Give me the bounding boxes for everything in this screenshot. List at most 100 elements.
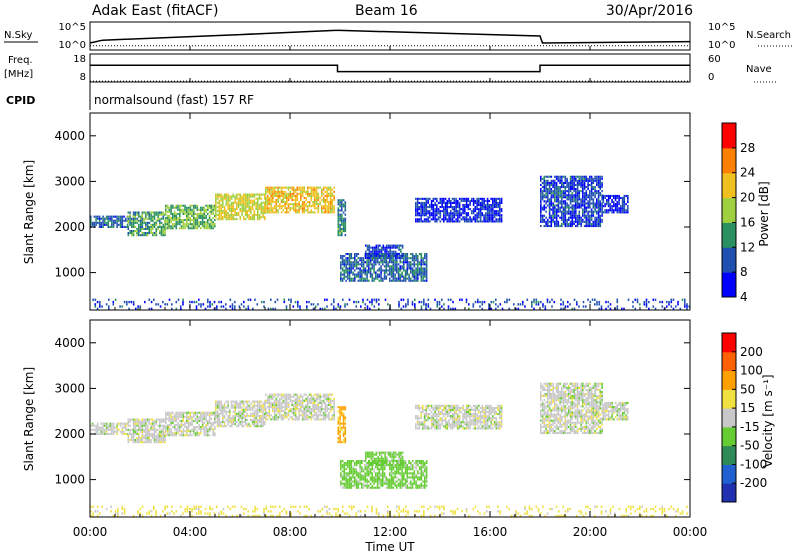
heatmap-cell bbox=[571, 206, 574, 209]
heatmap-cell bbox=[420, 257, 423, 260]
heatmap-cell bbox=[493, 220, 496, 223]
heatmap-cell bbox=[444, 210, 447, 213]
heatmap-cell bbox=[175, 212, 178, 215]
heatmap-cell bbox=[127, 432, 130, 435]
heatmap-cell bbox=[328, 207, 330, 210]
heatmap-cell bbox=[328, 186, 330, 189]
heatmap-cell bbox=[561, 210, 563, 213]
heatmap-cell bbox=[599, 188, 602, 191]
heatmap-cell bbox=[378, 275, 381, 278]
heatmap-cell bbox=[422, 201, 424, 204]
heatmap-cell bbox=[598, 307, 601, 310]
heatmap-cell bbox=[341, 207, 343, 210]
heatmap-cell bbox=[403, 267, 405, 270]
heatmap-cell bbox=[177, 428, 179, 431]
heatmap-cell bbox=[152, 420, 154, 423]
heatmap-cell bbox=[182, 424, 185, 427]
heatmap-cell bbox=[141, 418, 144, 421]
heatmap-cell bbox=[280, 205, 283, 208]
heatmap-cell bbox=[198, 214, 200, 217]
heatmap-cell bbox=[372, 246, 374, 249]
heatmap-cell bbox=[616, 211, 619, 214]
heatmap-cell bbox=[172, 426, 174, 429]
heatmap-cell bbox=[670, 300, 673, 304]
heatmap-cell bbox=[580, 220, 582, 223]
heatmap-cell bbox=[251, 400, 254, 403]
heatmap-cell bbox=[422, 259, 424, 262]
heatmap-cell bbox=[160, 441, 163, 444]
heatmap-cell bbox=[266, 211, 269, 214]
heatmap-cell bbox=[432, 197, 435, 200]
heatmap-cell bbox=[257, 205, 259, 208]
heatmap-cell bbox=[279, 207, 281, 210]
heatmap-cell bbox=[345, 275, 347, 278]
heatmap-cell bbox=[230, 216, 233, 219]
heatmap-cell bbox=[583, 214, 586, 217]
heatmap-cell bbox=[443, 197, 445, 200]
heatmap-cell bbox=[573, 206, 575, 209]
heatmap-cell bbox=[444, 214, 447, 217]
heatmap-cell bbox=[180, 415, 183, 418]
heatmap-cell bbox=[272, 186, 274, 189]
heatmap-cell bbox=[315, 199, 318, 202]
heatmap-cell bbox=[594, 190, 596, 193]
heatmap-cell bbox=[99, 305, 101, 308]
heatmap-cell bbox=[102, 223, 104, 226]
heatmap-cell bbox=[100, 223, 103, 226]
heatmap-cell bbox=[177, 219, 179, 222]
heatmap-cell bbox=[134, 420, 137, 423]
heatmap-cell bbox=[321, 188, 323, 191]
heatmap-cell bbox=[143, 234, 145, 237]
heatmap-cell bbox=[371, 259, 374, 262]
heatmap-cell bbox=[333, 298, 335, 301]
heatmap-cell bbox=[380, 250, 383, 253]
heatmap-cell bbox=[229, 410, 231, 413]
heatmap-cell bbox=[139, 221, 142, 224]
heatmap-cell bbox=[444, 204, 447, 207]
heatmap-cell bbox=[152, 437, 154, 440]
heatmap-cell bbox=[557, 204, 560, 207]
heatmap-cell bbox=[216, 410, 219, 413]
heatmap-cell bbox=[355, 255, 358, 258]
heatmap-cell bbox=[583, 179, 586, 182]
heatmap-cell bbox=[132, 422, 135, 425]
heatmap-cell bbox=[249, 298, 252, 301]
heatmap-cell bbox=[170, 204, 172, 207]
heatmap-cell bbox=[307, 403, 309, 406]
heatmap-cell bbox=[540, 216, 542, 219]
heatmap-cell bbox=[92, 298, 94, 301]
heatmap-cell bbox=[418, 201, 421, 204]
heatmap-cell bbox=[319, 418, 321, 421]
heatmap-cell bbox=[265, 201, 267, 204]
heatmap-cell bbox=[207, 204, 209, 207]
heatmap-cell bbox=[497, 204, 499, 207]
heatmap-cell bbox=[230, 203, 233, 206]
heatmap-cell bbox=[448, 201, 450, 204]
heatmap-cell bbox=[575, 175, 577, 178]
heatmap-cell bbox=[582, 192, 584, 195]
heatmap-cell bbox=[205, 413, 207, 416]
heatmap-cell bbox=[258, 193, 261, 196]
heatmap-cell bbox=[205, 225, 207, 228]
heatmap-cell bbox=[580, 198, 582, 201]
heatmap-cell bbox=[410, 263, 412, 266]
heatmap-cell bbox=[476, 197, 478, 200]
heatmap-cell bbox=[383, 271, 386, 274]
heatmap-cell bbox=[357, 300, 360, 304]
heatmap-cell bbox=[131, 234, 133, 237]
heatmap-cell bbox=[303, 209, 306, 212]
heatmap-cell bbox=[141, 213, 144, 216]
heatmap-cell bbox=[177, 415, 179, 418]
heatmap-cell bbox=[198, 417, 200, 420]
heatmap-cell bbox=[457, 201, 459, 204]
heatmap-cell bbox=[321, 401, 323, 404]
heatmap-cell bbox=[272, 211, 274, 214]
heatmap-cell bbox=[265, 196, 267, 199]
heatmap-cell bbox=[333, 211, 335, 214]
heatmap-cell bbox=[540, 212, 542, 215]
heatmap-cell bbox=[208, 210, 211, 213]
heatmap-cell bbox=[472, 201, 475, 204]
heatmap-cell bbox=[569, 220, 572, 223]
heatmap-cell bbox=[396, 279, 398, 282]
heatmap-cell bbox=[566, 222, 568, 225]
